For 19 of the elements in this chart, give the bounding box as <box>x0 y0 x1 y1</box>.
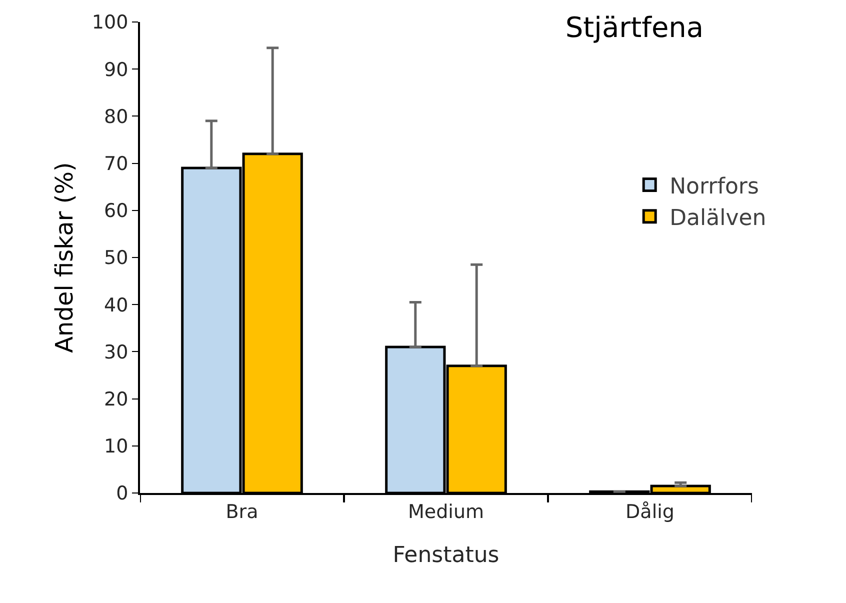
legend-label: Dalälven <box>670 206 766 231</box>
x-tick-label: Medium <box>408 500 484 523</box>
y-tick-label: 90 <box>104 58 128 81</box>
y-tick-label: 100 <box>92 12 128 34</box>
x-tick-label: Dålig <box>626 500 674 523</box>
legend-label: Norrfors <box>670 174 759 200</box>
x-axis-title: Fenstatus <box>392 543 500 568</box>
y-tick-label: 50 <box>104 247 128 270</box>
x-tick-label: Bra <box>226 500 258 523</box>
y-tick-label: 70 <box>104 152 128 175</box>
y-tick-label: 20 <box>104 388 128 410</box>
y-tick-label: 40 <box>104 294 128 316</box>
y-tick-label: 0 <box>116 482 128 505</box>
y-tick-label: 10 <box>104 436 128 458</box>
chart-title: Stjärtfena <box>565 10 704 44</box>
y-tick-label: 80 <box>104 106 128 128</box>
y-axis-title: Andel fiskar (%) <box>50 162 79 353</box>
y-tick-label: 60 <box>104 200 128 222</box>
y-tick-label: 30 <box>104 341 128 364</box>
